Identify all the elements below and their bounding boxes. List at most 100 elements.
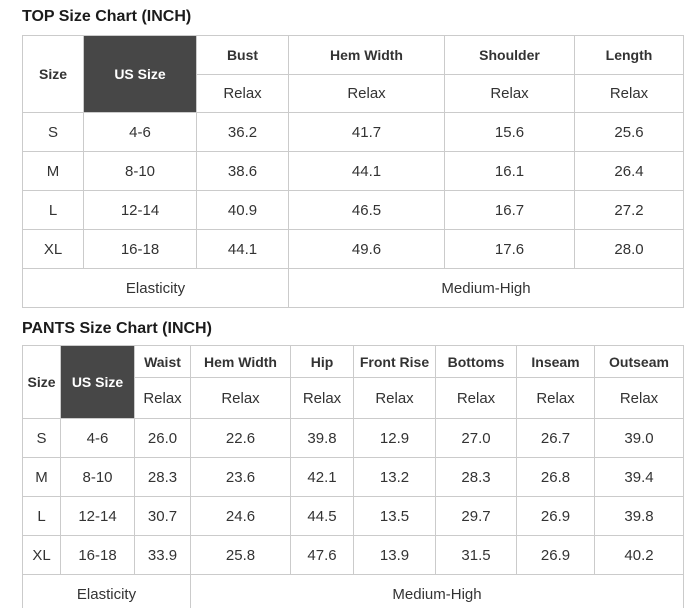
size-cell: L bbox=[22, 190, 84, 230]
footer-row: Elasticity Medium-High bbox=[22, 574, 684, 608]
data-cell: 24.6 bbox=[190, 496, 291, 536]
data-cell: 22.6 bbox=[190, 418, 291, 458]
data-cell: 13.9 bbox=[353, 535, 436, 575]
table-row: S 4-6 36.2 41.7 15.6 25.6 bbox=[22, 112, 684, 152]
pants-header-cell-inseam: Inseam bbox=[516, 345, 595, 378]
data-cell: 26.9 bbox=[516, 496, 595, 536]
table-row: S 4-6 26.0 22.6 39.8 12.9 27.0 26.7 39.0 bbox=[22, 418, 684, 458]
data-cell: 16.1 bbox=[444, 151, 575, 191]
data-cell: 47.6 bbox=[290, 535, 354, 575]
us-size-cell: 12-14 bbox=[60, 496, 135, 536]
data-cell: 39.0 bbox=[594, 418, 684, 458]
data-cell: 26.7 bbox=[516, 418, 595, 458]
data-cell: 39.4 bbox=[594, 457, 684, 497]
footer-row: Elasticity Medium-High bbox=[22, 268, 684, 308]
data-cell: 40.2 bbox=[594, 535, 684, 575]
data-cell: 28.3 bbox=[134, 457, 191, 497]
fit-cell: Relax bbox=[288, 74, 445, 113]
pants-header-cell-front-rise: Front Rise bbox=[353, 345, 436, 378]
data-cell: 29.7 bbox=[435, 496, 517, 536]
size-cell: S bbox=[22, 418, 61, 458]
data-cell: 26.9 bbox=[516, 535, 595, 575]
data-cell: 33.9 bbox=[134, 535, 191, 575]
pants-chart-title: PANTS Size Chart (INCH) bbox=[22, 320, 212, 337]
table-row: M 8-10 38.6 44.1 16.1 26.4 bbox=[22, 151, 684, 191]
top-header-cell-bust: Bust bbox=[196, 35, 289, 75]
data-cell: 16.7 bbox=[444, 190, 575, 230]
size-cell: L bbox=[22, 496, 61, 536]
top-header-cell-size: Size bbox=[22, 35, 84, 113]
top-header-row-fit: Relax Relax Relax Relax bbox=[23, 74, 684, 113]
pants-header-cell-size: Size bbox=[22, 345, 61, 419]
fit-cell: Relax bbox=[435, 377, 517, 419]
elasticity-label-cell: Elasticity bbox=[22, 268, 289, 308]
data-cell: 39.8 bbox=[290, 418, 354, 458]
data-cell: 25.6 bbox=[574, 112, 684, 152]
data-cell: 46.5 bbox=[288, 190, 445, 230]
data-cell: 26.4 bbox=[574, 151, 684, 191]
pants-size-table: Size US Size Waist Hem Width Hip Front R… bbox=[22, 345, 684, 608]
data-cell: 38.6 bbox=[196, 151, 289, 191]
elasticity-value-cell: Medium-High bbox=[288, 268, 684, 308]
pants-header-cell-bottoms: Bottoms bbox=[435, 345, 517, 378]
data-cell: 26.8 bbox=[516, 457, 595, 497]
pants-header-row-fit: Relax Relax Relax Relax Relax Relax Rela… bbox=[23, 377, 684, 419]
size-cell: S bbox=[22, 112, 84, 152]
us-size-cell: 4-6 bbox=[83, 112, 197, 152]
pants-header-cell-us-size: US Size bbox=[60, 345, 135, 419]
fit-cell: Relax bbox=[444, 74, 575, 113]
data-cell: 17.6 bbox=[444, 229, 575, 269]
us-size-cell: 16-18 bbox=[60, 535, 135, 575]
us-size-cell: 8-10 bbox=[83, 151, 197, 191]
data-cell: 13.2 bbox=[353, 457, 436, 497]
data-cell: 27.0 bbox=[435, 418, 517, 458]
fit-cell: Relax bbox=[190, 377, 291, 419]
pants-header-cell-hem-width: Hem Width bbox=[190, 345, 291, 378]
fit-cell: Relax bbox=[574, 74, 684, 113]
table-row: L 12-14 40.9 46.5 16.7 27.2 bbox=[22, 190, 684, 230]
pants-header-cell-hip: Hip bbox=[290, 345, 354, 378]
data-cell: 41.7 bbox=[288, 112, 445, 152]
data-cell: 30.7 bbox=[134, 496, 191, 536]
fit-cell: Relax bbox=[594, 377, 684, 419]
fit-cell: Relax bbox=[516, 377, 595, 419]
data-cell: 36.2 bbox=[196, 112, 289, 152]
data-cell: 44.1 bbox=[196, 229, 289, 269]
us-size-cell: 12-14 bbox=[83, 190, 197, 230]
top-header-cell-us-size: US Size bbox=[83, 35, 197, 113]
data-cell: 49.6 bbox=[288, 229, 445, 269]
top-header-row-names: Size US Size Bust Hem Width Shoulder Len… bbox=[22, 35, 684, 113]
fit-cell: Relax bbox=[290, 377, 354, 419]
data-cell: 44.1 bbox=[288, 151, 445, 191]
data-cell: 13.5 bbox=[353, 496, 436, 536]
fit-cell: Relax bbox=[353, 377, 436, 419]
table-row: L 12-14 30.7 24.6 44.5 13.5 29.7 26.9 39… bbox=[22, 496, 684, 536]
us-size-cell: 8-10 bbox=[60, 457, 135, 497]
pants-header-cell-waist: Waist bbox=[134, 345, 191, 378]
size-cell: XL bbox=[22, 229, 84, 269]
table-row: XL 16-18 44.1 49.6 17.6 28.0 bbox=[22, 229, 684, 269]
data-cell: 26.0 bbox=[134, 418, 191, 458]
pants-header-row-names: Size US Size Waist Hem Width Hip Front R… bbox=[22, 345, 684, 419]
data-cell: 31.5 bbox=[435, 535, 517, 575]
table-row: XL 16-18 33.9 25.8 47.6 13.9 31.5 26.9 4… bbox=[22, 535, 684, 575]
size-cell: M bbox=[22, 457, 61, 497]
elasticity-label-cell: Elasticity bbox=[22, 574, 191, 608]
top-header-cell-hem-width: Hem Width bbox=[288, 35, 445, 75]
elasticity-value-cell: Medium-High bbox=[190, 574, 684, 608]
data-cell: 15.6 bbox=[444, 112, 575, 152]
size-cell: M bbox=[22, 151, 84, 191]
pants-header-cell-outseam: Outseam bbox=[594, 345, 684, 378]
data-cell: 40.9 bbox=[196, 190, 289, 230]
data-cell: 39.8 bbox=[594, 496, 684, 536]
top-header-cell-length: Length bbox=[574, 35, 684, 75]
fit-cell: Relax bbox=[134, 377, 191, 419]
data-cell: 44.5 bbox=[290, 496, 354, 536]
data-cell: 28.3 bbox=[435, 457, 517, 497]
fit-cell: Relax bbox=[196, 74, 289, 113]
us-size-cell: 16-18 bbox=[83, 229, 197, 269]
us-size-cell: 4-6 bbox=[60, 418, 135, 458]
top-header-cell-shoulder: Shoulder bbox=[444, 35, 575, 75]
data-cell: 42.1 bbox=[290, 457, 354, 497]
